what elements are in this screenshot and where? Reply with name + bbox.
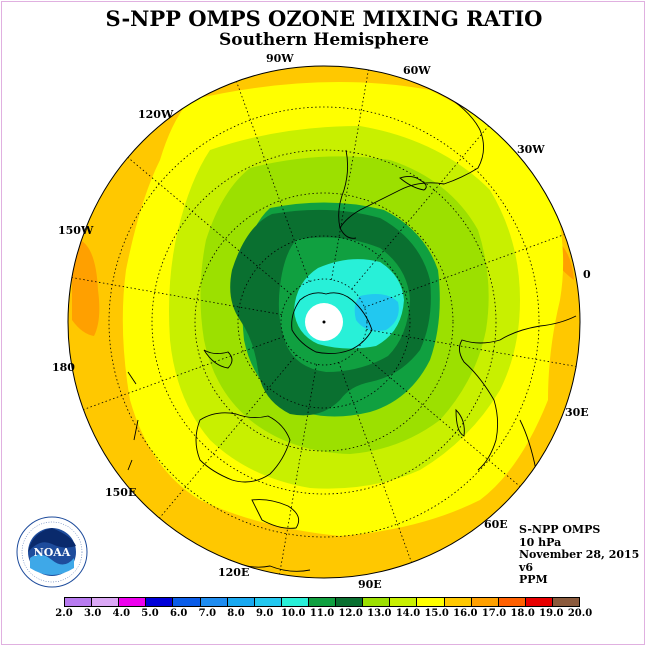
- meridian-line: [331, 69, 369, 280]
- colorbar-swatch: [524, 598, 552, 606]
- meridian-line: [351, 125, 489, 290]
- colorbar-swatch: [280, 598, 308, 606]
- meridian-line: [356, 349, 521, 487]
- noaa-logo-text: NOAA: [34, 546, 71, 559]
- colorbar-tick-label: 5.0: [141, 608, 159, 619]
- product-info: S-NPP OMPS 10 hPa November 28, 2015 v6 P…: [519, 523, 640, 587]
- colorbar-swatch: [145, 598, 173, 606]
- colorbar-swatch: [226, 598, 254, 606]
- colorbar-tick-label: 11.0: [309, 608, 335, 619]
- latitude-circles: [108, 106, 540, 538]
- noaa-logo: NOAA: [16, 516, 88, 588]
- date-label: November 28, 2015: [519, 548, 640, 561]
- coastlines: [127, 91, 577, 572]
- lon-label-120w: 120W: [138, 108, 174, 121]
- lon-label-60e: 60E: [484, 518, 508, 531]
- colorbar: [64, 597, 580, 607]
- lon-label-0: 0: [583, 268, 591, 281]
- colorbar-swatch: [65, 598, 92, 606]
- meridian-line: [127, 157, 292, 295]
- colorbar-tick-label: 18.0: [510, 608, 535, 619]
- colorbar-tick-label: 16.0: [453, 608, 478, 619]
- lon-label-150w: 150W: [58, 224, 94, 237]
- colorbar-tick-label: 13.0: [367, 608, 392, 619]
- colorbar-swatch: [199, 598, 227, 606]
- colorbar-swatch: [253, 598, 281, 606]
- meridian-line: [366, 329, 577, 367]
- colorbar-tick-label: 7.0: [198, 608, 217, 619]
- colorbar-swatch: [470, 598, 498, 606]
- colorbar-tick-label: 3.0: [83, 608, 102, 619]
- colorbar-swatch: [443, 598, 471, 606]
- colorbar-tick-label: 19.0: [539, 608, 564, 619]
- pressure-level: 10 hPa: [519, 535, 562, 549]
- colorbar-swatch: [362, 598, 390, 606]
- colorbar-tick-label: 20.0: [567, 608, 593, 619]
- colorbar-swatch: [416, 598, 444, 606]
- lon-label-90w: 90W: [266, 52, 294, 65]
- lon-label-120e: 120E: [218, 566, 250, 579]
- meridian-line: [71, 277, 282, 315]
- colorbar-swatch: [551, 598, 580, 606]
- map-title: S-NPP OMPS OZONE MIXING RATIO: [105, 6, 543, 31]
- map-boundary: [67, 65, 581, 579]
- ozone-field-outer-dark: [72, 240, 100, 336]
- colorbar-tick-label: 9.0: [255, 608, 274, 619]
- lon-label-90e: 90E: [358, 578, 382, 591]
- colorbar-swatch: [172, 598, 200, 606]
- colorbar-tick-label: 15.0: [424, 608, 449, 619]
- lon-label-30w: 30W: [517, 143, 545, 156]
- colorbar-ticks: 2.0 3.0 4.0 5.0 6.0 7.0 8.0 9.0 10.0 11.0 12.0 13.0…: [0, 608, 648, 622]
- colorbar-swatch: [118, 598, 146, 606]
- lon-label-60w: 60W: [403, 64, 431, 77]
- colorbar-tick-label: 4.0: [112, 608, 131, 619]
- colorbar-swatch: [497, 598, 525, 606]
- longitude-lines: [71, 69, 577, 575]
- colorbar-swatch: [389, 598, 417, 606]
- map-subtitle: Southern Hemisphere: [219, 30, 429, 50]
- colorbar-tick-label: 2.0: [55, 608, 73, 619]
- lon-label-180: 180: [52, 361, 75, 374]
- instrument-label: S-NPP OMPS: [519, 523, 601, 536]
- colorbar-tick-label: 10.0: [281, 608, 306, 619]
- units-label: PPM: [519, 573, 548, 586]
- colorbar-tick-label: 8.0: [227, 608, 245, 619]
- ozone-field-blue: [354, 294, 399, 331]
- colorbar-swatch: [335, 598, 363, 606]
- meridian-line: [279, 364, 317, 575]
- colorbar-tick-label: 14.0: [395, 608, 421, 619]
- lon-label-30e: 30E: [565, 406, 589, 419]
- lon-label-150e: 150E: [105, 486, 137, 499]
- colorbar-swatch: [91, 598, 119, 606]
- colorbar-swatch: [307, 598, 336, 606]
- colorbar-tick-label: 6.0: [169, 608, 188, 619]
- meridian-line: [159, 354, 297, 519]
- colorbar-tick-label: 17.0: [481, 608, 507, 619]
- colorbar-tick-label: 12.0: [338, 608, 363, 619]
- version-label: v6: [519, 560, 534, 574]
